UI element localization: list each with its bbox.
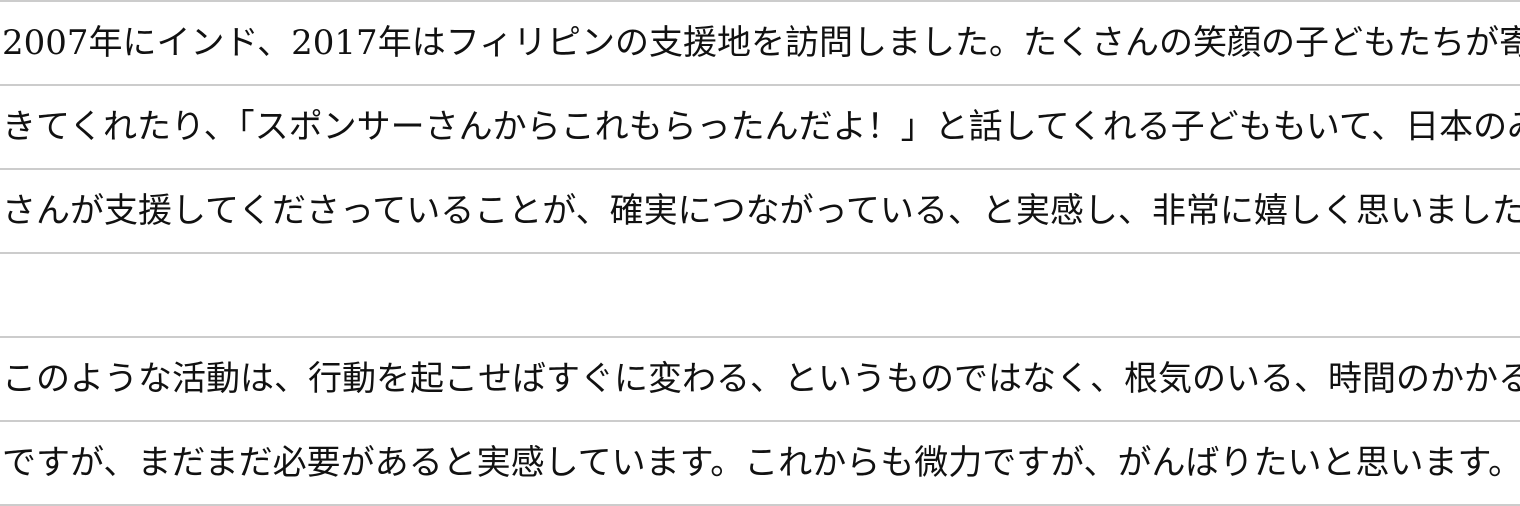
text-line: ですが、まだまだ必要があると実感しています。これからも微力ですが、がんばりたいと…	[0, 420, 1520, 504]
text-line: きてくれたり、「スポンサーさんからこれもらったんだよ！」と話してくれる子どももい…	[0, 84, 1520, 168]
blank-line	[0, 252, 1520, 336]
rule-divider	[0, 504, 1520, 506]
text-line: さんが支援してくださっていることが、確実につながっている、と実感し、非常に嬉しく…	[0, 168, 1520, 252]
text-line: 2007年にインド、2017年はフィリピンの支援地を訪問しました。たくさんの笑顔…	[0, 0, 1520, 84]
text-line: このような活動は、行動を起こせばすぐに変わる、というものではなく、根気のいる、時…	[0, 336, 1520, 420]
